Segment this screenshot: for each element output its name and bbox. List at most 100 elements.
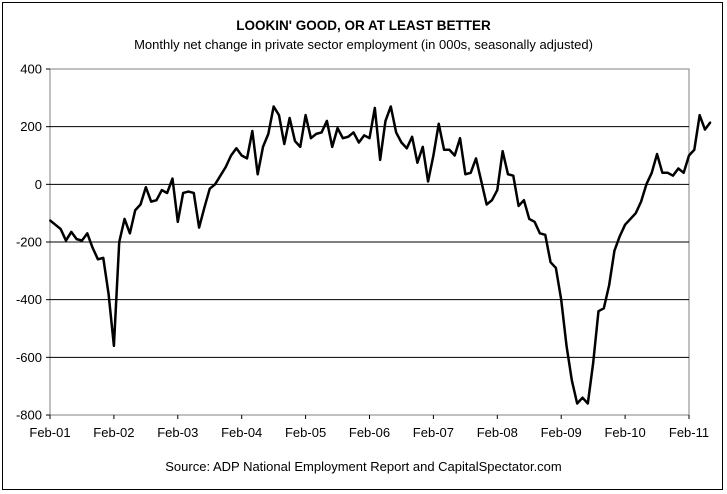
- data-point: [224, 166, 227, 169]
- y-tick-label: -200: [16, 235, 42, 250]
- data-point: [443, 148, 446, 151]
- data-point: [91, 246, 94, 249]
- data-point: [315, 132, 318, 135]
- data-point: [549, 261, 552, 264]
- data-point: [208, 187, 211, 190]
- data-point: [288, 117, 291, 120]
- x-tick-label: Feb-10: [604, 425, 645, 440]
- data-point: [480, 180, 483, 183]
- data-point: [112, 344, 115, 347]
- data-point: [469, 171, 472, 174]
- data-point: [230, 154, 233, 157]
- data-point: [267, 132, 270, 135]
- data-point: [272, 105, 275, 108]
- series-points: [49, 105, 712, 405]
- x-tick-label: Feb-01: [29, 425, 70, 440]
- data-point: [134, 209, 137, 212]
- data-point: [256, 173, 259, 176]
- data-point: [368, 137, 371, 140]
- data-point: [331, 145, 334, 148]
- data-point: [320, 131, 323, 134]
- data-point: [405, 147, 408, 150]
- data-point: [139, 203, 142, 206]
- data-point: [251, 129, 254, 132]
- data-point: [262, 145, 264, 148]
- data-point: [357, 141, 360, 144]
- data-point: [107, 292, 110, 295]
- data-point: [496, 189, 499, 192]
- data-point: [570, 379, 573, 382]
- data-point: [613, 249, 616, 252]
- data-point: [309, 137, 312, 140]
- data-point: [565, 344, 568, 347]
- data-point: [672, 174, 675, 177]
- data-point: [682, 171, 685, 174]
- data-point: [86, 232, 89, 235]
- chart-subtitle: Monthly net change in private sector emp…: [134, 37, 593, 52]
- data-point: [416, 161, 419, 164]
- data-point: [299, 145, 302, 148]
- data-point: [70, 230, 73, 233]
- data-point: [144, 186, 147, 189]
- data-point: [560, 298, 563, 301]
- data-point: [182, 191, 185, 194]
- data-point: [432, 154, 435, 157]
- data-point: [528, 217, 531, 220]
- data-point: [464, 173, 467, 176]
- data-point: [576, 402, 579, 405]
- x-tick-label: Feb-03: [157, 425, 198, 440]
- data-point: [448, 148, 451, 151]
- data-point: [277, 114, 280, 117]
- data-point: [634, 212, 637, 215]
- data-point: [293, 140, 296, 143]
- x-tick-label: Feb-11: [669, 425, 709, 440]
- data-point: [421, 145, 424, 148]
- data-point: [373, 106, 376, 109]
- data-point: [501, 150, 504, 153]
- y-tick-label: 0: [35, 177, 42, 192]
- data-point: [602, 307, 605, 310]
- data-point: [554, 266, 557, 269]
- data-point: [160, 189, 163, 192]
- data-point: [666, 171, 669, 174]
- data-point: [75, 238, 78, 241]
- data-point: [150, 200, 153, 203]
- data-point: [490, 199, 493, 202]
- data-point: [533, 220, 536, 223]
- x-tick-label: Feb-09: [541, 425, 582, 440]
- data-point: [400, 141, 403, 144]
- data-point: [336, 127, 339, 130]
- data-point: [538, 232, 541, 235]
- y-tick-label: 400: [20, 62, 42, 77]
- x-tick-label: Feb-02: [93, 425, 134, 440]
- data-point: [640, 200, 643, 203]
- y-tick-label: 200: [20, 119, 42, 134]
- data-point: [618, 235, 621, 238]
- data-point: [517, 204, 520, 207]
- data-point: [522, 199, 525, 202]
- data-point: [592, 362, 595, 365]
- y-tick-label: -600: [16, 350, 42, 365]
- data-point: [176, 220, 179, 223]
- data-point: [192, 191, 195, 194]
- data-point: [677, 167, 680, 170]
- data-point: [608, 284, 611, 287]
- y-tick-label: -400: [16, 292, 42, 307]
- data-point: [384, 119, 387, 122]
- data-point: [395, 131, 398, 134]
- data-point: [624, 223, 627, 226]
- data-point: [214, 183, 217, 186]
- data-point: [352, 131, 355, 134]
- data-point: [437, 122, 440, 125]
- x-tick-label: Feb-05: [285, 425, 326, 440]
- x-tick-label: Feb-07: [413, 425, 454, 440]
- source-note: Source: ADP National Employment Report a…: [165, 459, 562, 474]
- data-point: [235, 147, 238, 150]
- data-point: [656, 153, 659, 156]
- data-point: [485, 203, 488, 206]
- data-point: [703, 128, 706, 131]
- data-point: [118, 241, 121, 243]
- data-point: [688, 154, 690, 157]
- data-point: [128, 232, 131, 235]
